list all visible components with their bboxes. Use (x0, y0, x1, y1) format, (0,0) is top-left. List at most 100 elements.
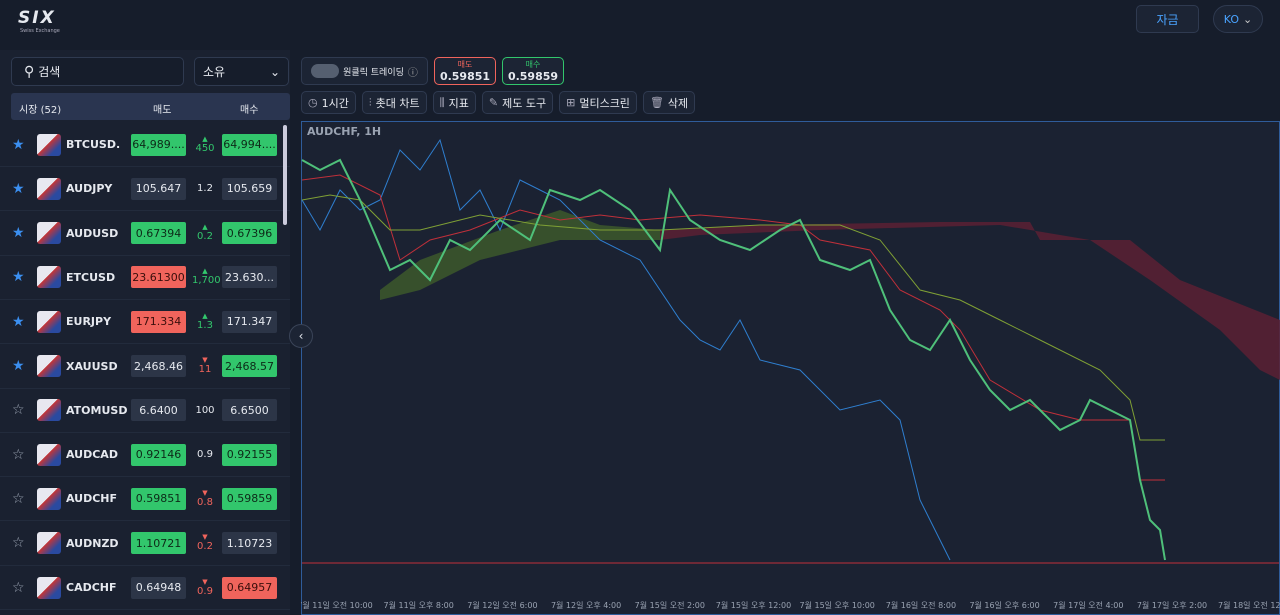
x-tick-label: 7월 16일 오전 8:00 (886, 600, 956, 610)
star[interactable]: ★ (12, 180, 25, 197)
x-axis: 7월 11일 오전 10:00 7월 11일 오후 8:00 7월 12일 오전 6… (301, 600, 1280, 610)
market-row[interactable]: ☆ CADCHF 0.64948 ▼ 0.9 0.64957 (0, 566, 290, 610)
buy-price[interactable]: 0.67396 (222, 222, 277, 245)
search-placeholder: 검색 (38, 65, 61, 79)
collapse-button[interactable]: ‹ (289, 324, 313, 348)
market-row[interactable]: ★ EURJPY 171.334 ▲ 1.3 171.347 (0, 300, 290, 345)
star[interactable]: ☆ (12, 490, 25, 507)
change-value: 100 (195, 404, 215, 416)
change-value: 1.3 (197, 319, 213, 331)
help-icon: ⓘ (407, 67, 418, 79)
buy-price[interactable]: 0.64957 (222, 576, 277, 599)
logo[interactable]: SIX (18, 8, 56, 28)
market-list: ★ BTCUSD. 64,989.... ▲ 450 64,994.... ★ AUDJPY 1… (0, 123, 290, 615)
star[interactable]: ☆ (12, 402, 25, 419)
buy-price[interactable]: 23.630... (222, 266, 277, 289)
one-click-label: 원클릭 트레이딩 (343, 67, 404, 78)
tool-button[interactable]: ⫼ 지표 (432, 91, 476, 114)
market-row[interactable]: ★ AUDUSD 0.67394 ▲ 0.2 0.67396 (0, 212, 290, 256)
change: 100 (192, 405, 218, 416)
scrollbar[interactable] (283, 125, 287, 225)
sell-price[interactable]: 23.61300 (131, 266, 186, 289)
sell-price[interactable]: 0.59851 (131, 487, 186, 510)
buy-price[interactable]: 105.659 (222, 177, 277, 200)
sell-price[interactable]: 105.647 (131, 177, 186, 200)
column-header: 시장 (52) 매도 매수 (11, 93, 290, 120)
flag (37, 399, 61, 422)
symbol: AUDCHF (66, 492, 118, 506)
tool-button[interactable]: ◷ 1시간 (301, 91, 356, 114)
market-row[interactable]: ★ AUDJPY 105.647 1.2 105.659 (0, 167, 290, 212)
toolbar: 원클릭 트레이딩 ⓘ 매도 0.59851 매수 0.59859 ◷ 1시간 ⫶ 촛대 차트… (301, 57, 1280, 117)
sell-price[interactable]: 6.6400 (131, 399, 186, 422)
change: ▼ 0.2 (192, 534, 218, 553)
buy-label: 매수 (525, 60, 541, 69)
star[interactable]: ★ (12, 225, 25, 242)
change: ▲ 450 (192, 134, 218, 154)
star[interactable]: ★ (12, 313, 25, 330)
star[interactable]: ☆ (12, 446, 25, 463)
buy-price[interactable]: 2,468.57 (222, 355, 277, 377)
symbol: XAUUSD (66, 359, 118, 373)
buy-price: 0.59859 (507, 70, 559, 83)
buy-price[interactable]: 1.10723 (222, 532, 277, 555)
x-tick-label: 7월 11일 오후 8:00 (384, 600, 454, 610)
change-value: 0.9 (197, 449, 213, 461)
buy-button[interactable]: 매수 0.59859 (502, 57, 564, 85)
market-row[interactable]: ☆ AUDNZD 1.10721 ▼ 0.2 1.10723 (0, 522, 290, 566)
symbol: CADCHF (66, 581, 117, 594)
sell-price[interactable]: 0.92146 (131, 443, 186, 466)
sell-price[interactable]: 2,468.46 (131, 355, 186, 377)
tool-button[interactable]: ✎ 제도 도구 (481, 91, 554, 114)
market-row[interactable]: ☆ AUDCAD 0.92146 0.9 0.92155 (0, 433, 290, 478)
change-value: 0.9 (197, 585, 213, 597)
change: 0.9 (192, 449, 218, 460)
market-row[interactable]: ☆ AUDCHF 0.59851 ▼ 0.8 0.59859 (0, 477, 290, 522)
change: 1.2 (192, 183, 218, 194)
buy-price[interactable]: 6.6500 (222, 399, 277, 422)
market-column[interactable]: 시장 (52) (19, 105, 62, 116)
buy-price[interactable]: 171.347 (222, 310, 277, 333)
star[interactable]: ★ (12, 269, 25, 286)
filter: 소유 (203, 65, 226, 79)
buy-price[interactable]: 0.59859 (222, 487, 277, 510)
sell-button[interactable]: 매도 0.59851 (434, 57, 496, 85)
base-line (301, 174, 1165, 481)
tool-button[interactable]: ⫶ 촛대 차트 (361, 91, 427, 114)
flag (37, 266, 61, 289)
tool-icon: ⫼ (439, 95, 445, 109)
sell-price[interactable]: 0.67394 (131, 222, 186, 245)
buy-price[interactable]: 0.92155 (222, 443, 277, 466)
star[interactable]: ☆ (12, 579, 25, 596)
change-arrow: ▼ (202, 577, 208, 586)
search-box[interactable]: ⚲ 검색 (11, 57, 184, 86)
chart: AUDCHF, 1H 7월 11일 오전 10:00 7월 11일 오후 8:00… (301, 121, 1280, 615)
star[interactable]: ★ (12, 358, 25, 374)
market-row[interactable]: ★ BTCUSD. 64,989.... ▲ 450 64,994.... (0, 123, 290, 167)
filter-select[interactable]: 소유 ⌄ (194, 57, 289, 86)
tool-button[interactable]: 🗑 삭제 (642, 91, 696, 114)
sell-price[interactable]: 171.334 (131, 310, 186, 333)
sell-price[interactable]: 0.64948 (131, 576, 186, 599)
buy-price[interactable]: 64,994.... (222, 133, 277, 156)
market-row[interactable]: ☆ ATOMUSD 6.6400 100 6.6500 (0, 389, 290, 433)
change-arrow: ▼ (202, 356, 208, 364)
search-icon: ⚲ (24, 63, 35, 80)
tool-label: 제도 도구 (502, 96, 547, 110)
sell-price[interactable]: 1.10721 (131, 532, 186, 555)
tool-icon: ⫶ (368, 95, 372, 109)
change-arrow: ▲ (202, 134, 208, 143)
symbol: AUDUSD (66, 226, 119, 240)
language-button[interactable]: KO ⌄ (1213, 5, 1263, 33)
tool-label: 지표 (448, 96, 469, 110)
star[interactable]: ☆ (12, 535, 25, 552)
funds-button[interactable]: 자금 (1136, 5, 1199, 33)
sell-column: 매도 (153, 105, 172, 116)
star[interactable]: ★ (12, 136, 25, 153)
tool-button[interactable]: ⊞ 멀티스크린 (559, 91, 637, 114)
one-click-toggle[interactable]: 원클릭 트레이딩 ⓘ (301, 57, 428, 85)
market-row[interactable]: ★ XAUUSD 2,468.46 ▼ 11 2,468.57 (0, 345, 290, 389)
sell-price[interactable]: 64,989.... (131, 133, 186, 156)
flag (37, 133, 61, 156)
market-row[interactable]: ★ ETCUSD 23.61300 ▲ 1,700 23.630... (0, 256, 290, 300)
